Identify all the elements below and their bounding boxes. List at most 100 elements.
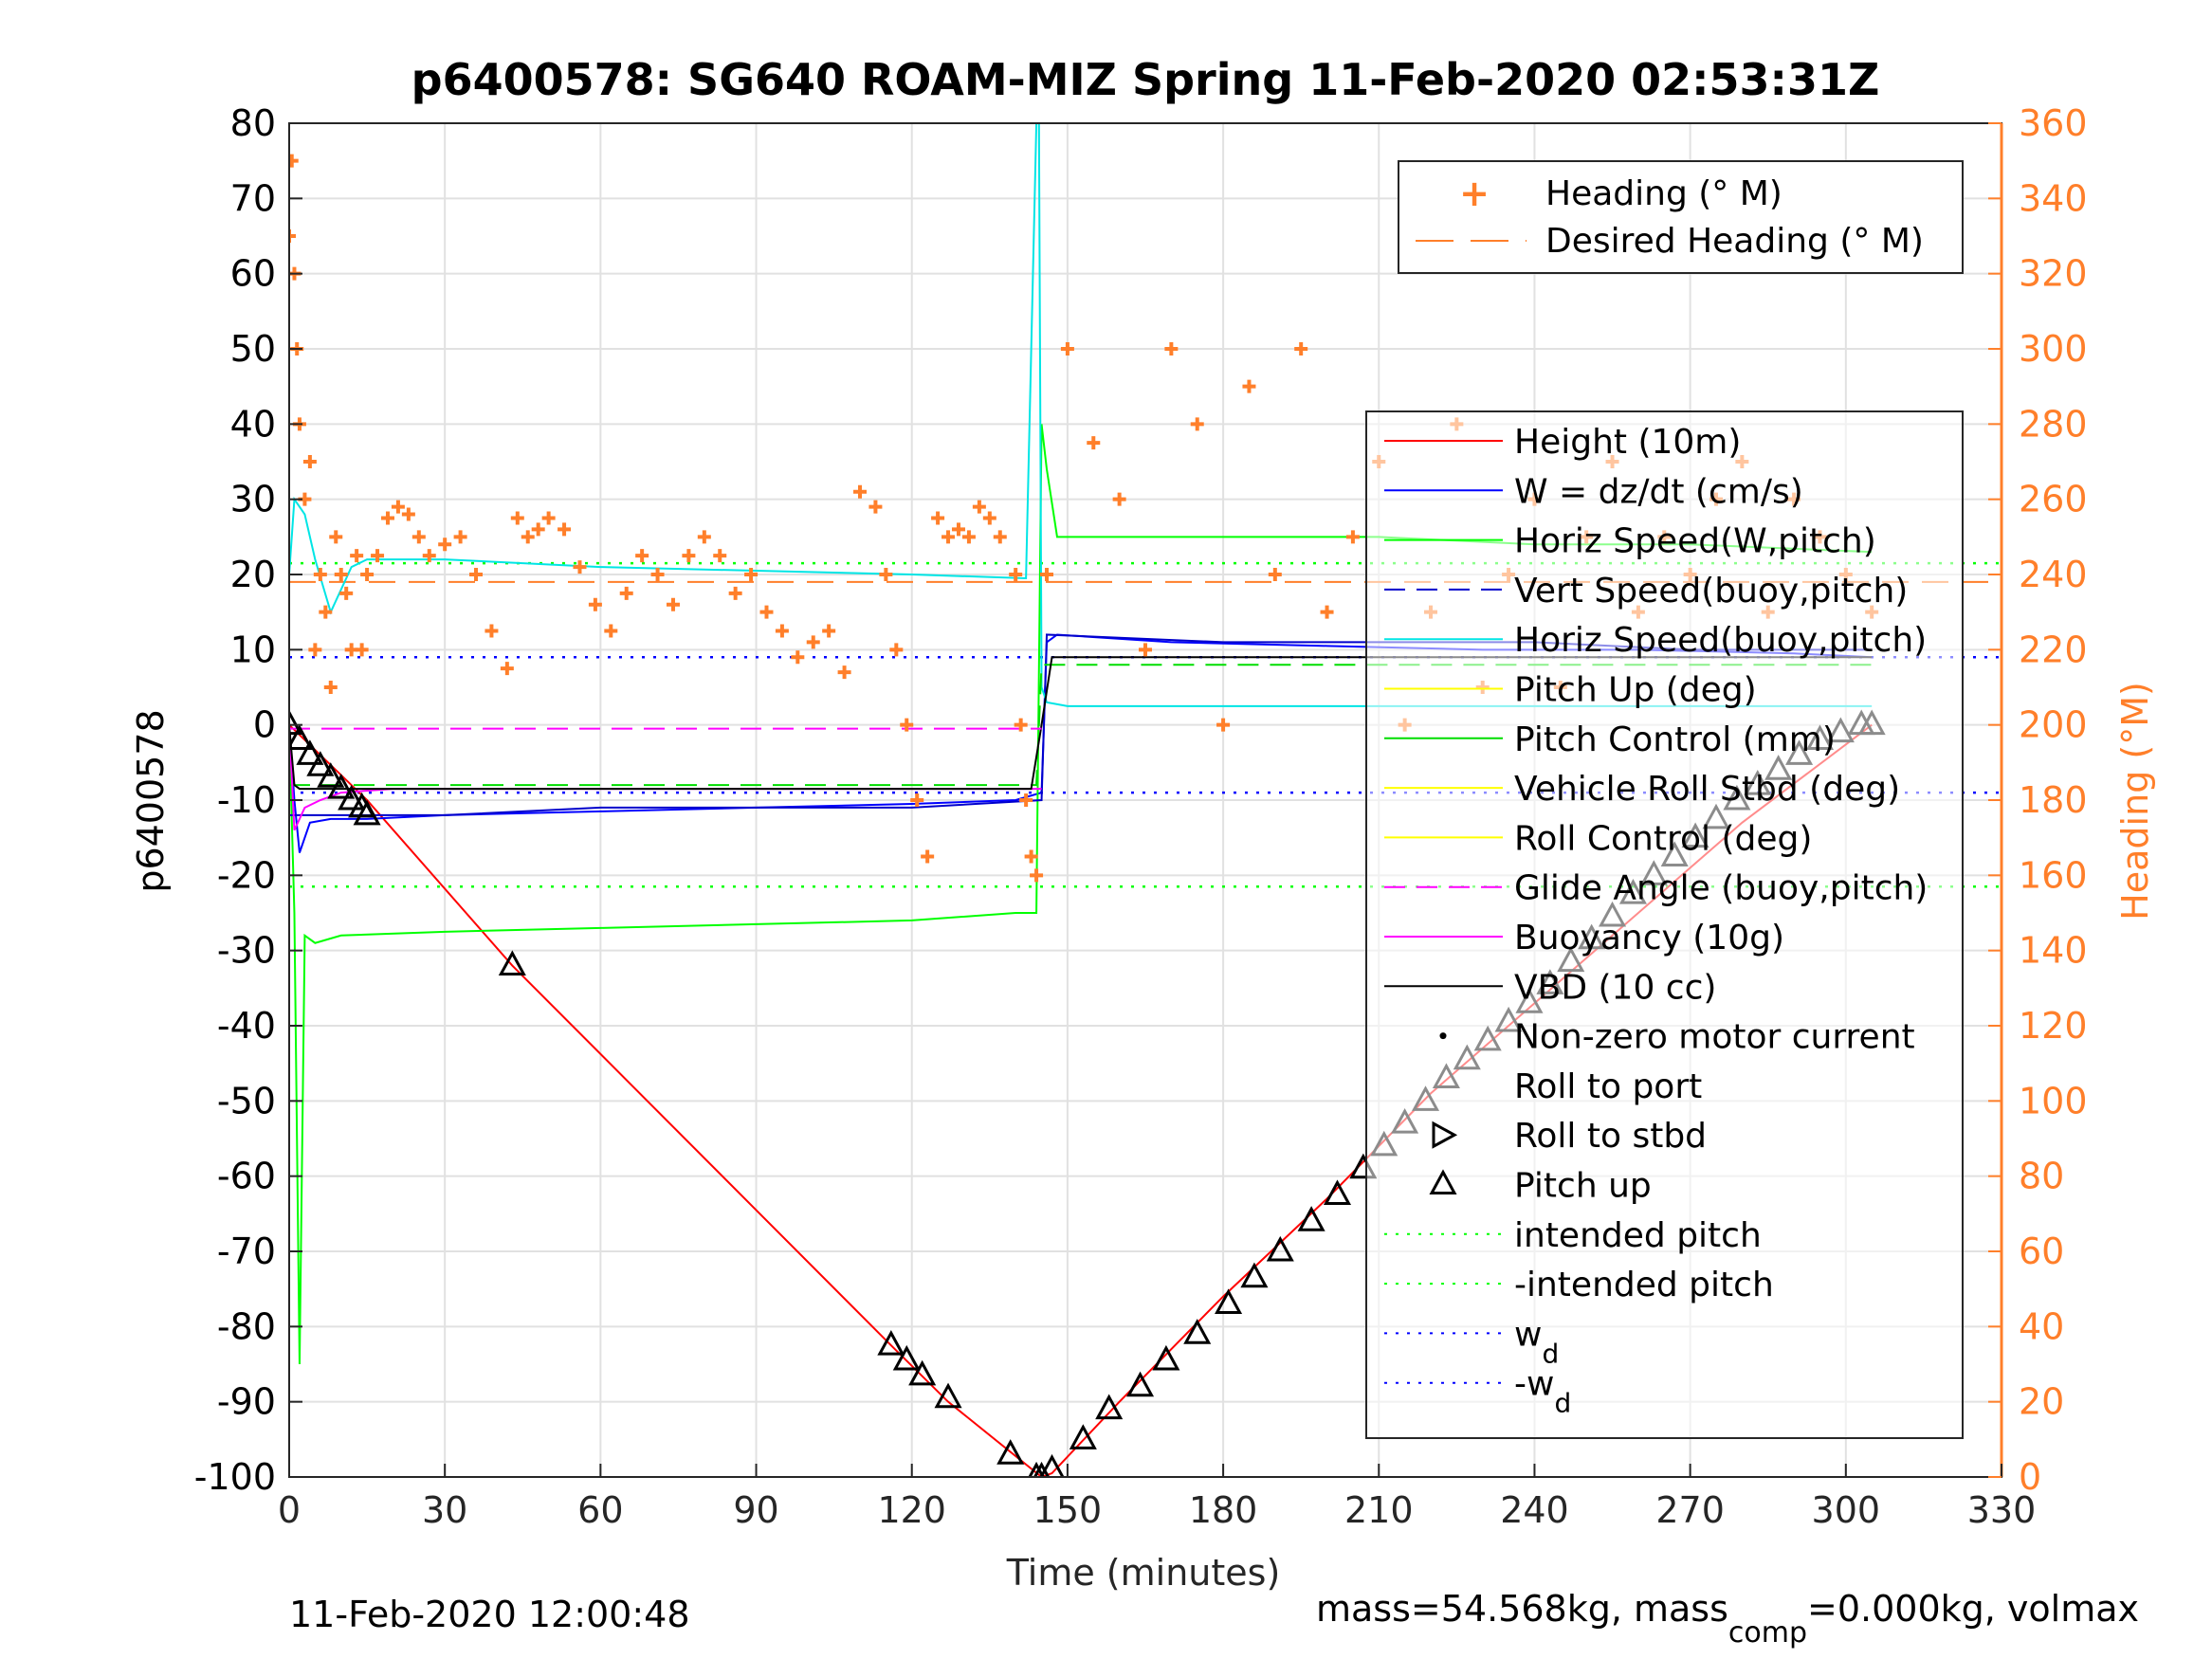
heading-point (422, 549, 436, 563)
heading-point (822, 624, 836, 638)
y-left-tick-label: 10 (230, 629, 276, 670)
heading-point (931, 511, 945, 525)
y-left-tick-label: -20 (217, 854, 276, 896)
heading-point (853, 484, 867, 499)
heading-point (541, 511, 556, 525)
legend-heading-label: Heading (° M) (1545, 174, 1782, 213)
y-right-tick-label: 100 (2019, 1080, 2088, 1121)
heading-point (302, 455, 317, 468)
legend-label: Vert Speed(buoy,pitch) (1514, 572, 1908, 611)
y-left-tick-label: 60 (230, 253, 276, 295)
heading-point (1345, 530, 1360, 544)
heading-point (350, 549, 364, 563)
x-tick-label: 30 (422, 1489, 467, 1531)
heading-point (329, 530, 343, 544)
heading-point (438, 538, 452, 552)
pitch-up-point (1297, 1206, 1325, 1231)
x-tick-label: 270 (1655, 1489, 1725, 1531)
y-left-tick-label: -50 (217, 1080, 276, 1121)
legend-heading-box (1398, 160, 1964, 274)
pitch-up-point (934, 1382, 962, 1409)
legend-icon-pitch-up (1429, 1169, 1457, 1194)
heading-point (558, 522, 572, 537)
y-left-tick-label: -70 (217, 1231, 276, 1272)
x-tick-label: 150 (1033, 1489, 1103, 1531)
pitch-up-point (1126, 1371, 1155, 1397)
series-line-horiz-speed-buoy-pitch- (289, 123, 1873, 707)
pitch-up-point (1266, 1235, 1294, 1262)
y-right-tick-label: 360 (2019, 102, 2088, 144)
legend-icon-non-zero-motor-current (1439, 1032, 1447, 1040)
heading-point (1009, 568, 1023, 581)
y-right-tick-label: 280 (2019, 403, 2088, 445)
x-axis-label: Time (minutes) (1006, 1552, 1281, 1594)
heading-point (728, 586, 742, 600)
pitch-up-point (498, 950, 526, 976)
heading-point (1294, 342, 1308, 356)
y-left-tick-label: -60 (217, 1156, 276, 1197)
heading-point (319, 605, 333, 619)
heading-point (1060, 342, 1074, 356)
legend-label-subscript: d (1554, 1388, 1571, 1419)
legend-label: Vehicle Roll Stbd (deg) (1514, 770, 1900, 809)
heading-point (682, 549, 696, 563)
heading-point (313, 568, 327, 581)
legend-label: Pitch Control (mm) (1514, 720, 1836, 759)
heading-point (604, 624, 618, 638)
heading-point (484, 624, 499, 638)
heading-point (650, 568, 665, 581)
y-left-tick-label: 80 (230, 102, 276, 144)
y-left-tick-label: -30 (217, 930, 276, 972)
legend-label: Glide Angle (buoy,pitch) (1514, 869, 1928, 908)
heading-point (941, 530, 956, 544)
pitch-up-point (1215, 1288, 1243, 1315)
heading-point (1024, 849, 1038, 864)
heading-point (1268, 568, 1282, 581)
pitch-up-point (289, 709, 303, 736)
heading-point (339, 586, 354, 600)
pitch-up-point (1095, 1394, 1124, 1420)
heading-point (1040, 568, 1054, 581)
pitch-up-point (296, 739, 324, 765)
footer-mass-sub: comp (1728, 1616, 1807, 1650)
heading-point (806, 635, 820, 649)
heading-point (921, 849, 935, 864)
y-left-tick-label: -10 (217, 779, 276, 821)
y-right-tick-label: 80 (2019, 1156, 2064, 1197)
heading-point (1216, 718, 1231, 732)
pitch-up-point (1183, 1319, 1212, 1344)
pitch-up-point (1240, 1262, 1269, 1288)
x-tick-label: 210 (1344, 1489, 1414, 1531)
heading-point (531, 522, 545, 537)
legend-label: Pitch Up (deg) (1514, 671, 1757, 710)
legend-label: Non-zero motor current (1514, 1018, 1915, 1057)
heading-point (951, 522, 965, 537)
heading-point (1030, 868, 1044, 883)
legend-label: Horiz Speed(buoy,pitch) (1514, 621, 1927, 660)
y-left-tick-label: -100 (194, 1456, 276, 1498)
heading-point (289, 229, 296, 243)
x-tick-label: 90 (733, 1489, 778, 1531)
heading-point (1112, 492, 1126, 506)
y-right-tick-label: 180 (2019, 779, 2088, 821)
footer-mass: mass=54.568kg, masscomp=0.000kg, volmax (1316, 1588, 2139, 1650)
pitch-up-point (338, 784, 366, 811)
heading-point (469, 568, 484, 581)
heading-point (500, 662, 514, 676)
y-left-tick-label: 70 (230, 177, 276, 219)
x-tick-label: 0 (278, 1489, 301, 1531)
x-tick-label: 120 (877, 1489, 946, 1531)
heading-point (453, 530, 467, 544)
legend-main: Height (10m) W = dz/dt (cm/s) Horiz Speed(… (1365, 410, 1964, 1439)
heading-point (289, 154, 299, 168)
heading-point (972, 500, 986, 514)
y-right-tick-label: 260 (2019, 479, 2088, 520)
y-right-tick-label: 40 (2019, 1305, 2064, 1347)
heading-point (588, 597, 602, 611)
heading-point (355, 643, 369, 657)
pitch-up-point (908, 1359, 937, 1386)
y-right-tick-label: 340 (2019, 177, 2088, 219)
y-right-tick-label: 320 (2019, 253, 2088, 295)
legend-label: Buoyancy (10g) (1514, 919, 1784, 957)
heading-point (759, 605, 774, 619)
